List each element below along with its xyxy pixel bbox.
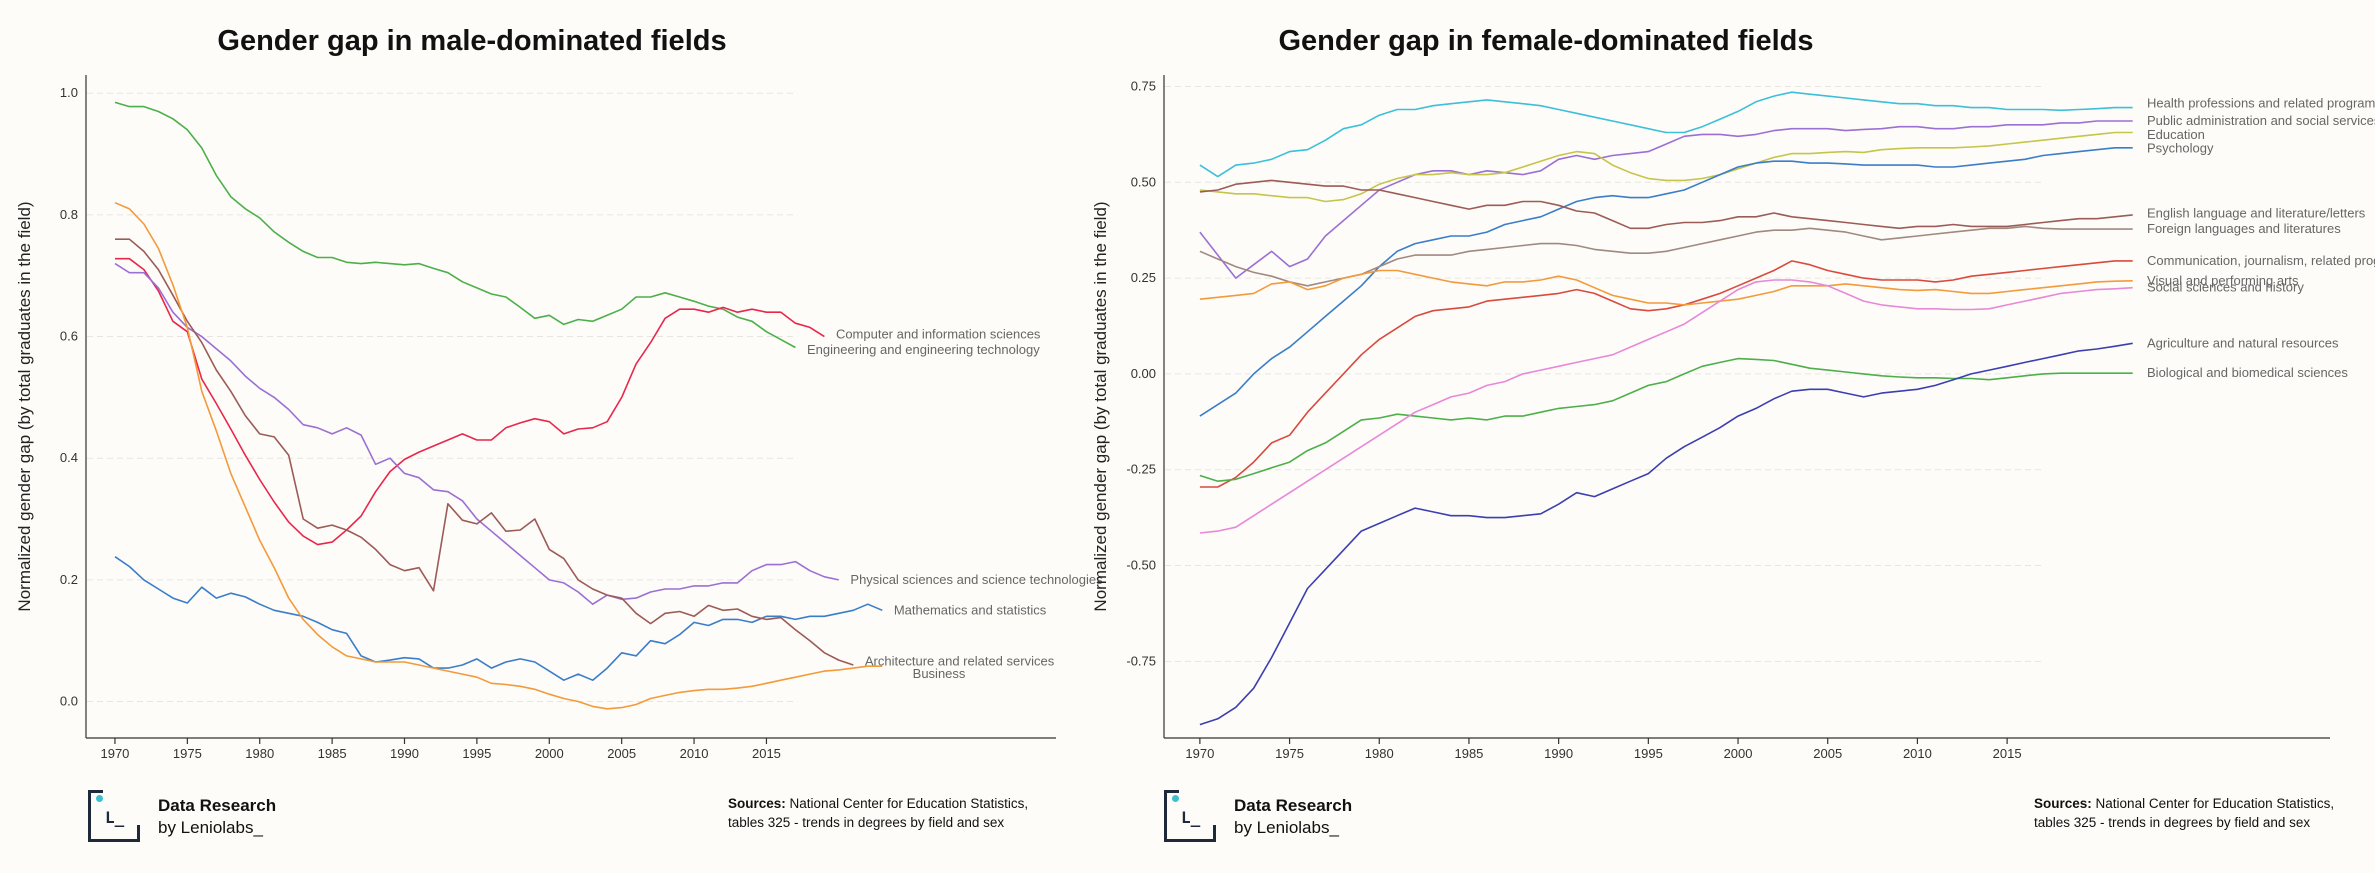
y-axis-label: Normalized gender gap (by total graduate… [1091, 201, 1110, 611]
y-axis-label: Normalized gender gap (by total graduate… [15, 201, 34, 611]
series-line-social-sciences-and-history [1199, 279, 2133, 534]
series-line-biological-and-biomedical-sciences [1199, 357, 2133, 483]
x-tick-label: 2005 [1813, 746, 1842, 761]
series-line-health-professions-and-related-programs [1199, 91, 2133, 178]
series-label-english-language-and-literature-letters: English language and literature/letters [2147, 206, 2366, 221]
series-line-education [1199, 131, 2133, 203]
x-tick-label: 1970 [1185, 746, 1214, 761]
x-tick-label: 2010 [1903, 746, 1932, 761]
footer-right: L_ Data Research by Leniolabs_ Sources: … [1164, 790, 2334, 850]
sources-line-2: tables 325 - trends in degrees by field … [2034, 815, 2311, 830]
series-line-engineering-and-engineering-technology [114, 101, 796, 349]
logo-dot-icon [96, 795, 103, 802]
series-line-english-language-and-literature-letters [1199, 179, 2133, 230]
x-tick-label: 2015 [752, 746, 781, 761]
series-line-communication-journalism-related-programs-and-communications-technologies [1199, 260, 2133, 488]
x-tick-label: 2000 [535, 746, 564, 761]
y-tick-label: 0.4 [60, 450, 78, 465]
y-tick-label: 0.6 [60, 329, 78, 344]
series-line-agriculture-and-natural-resources [1199, 342, 2133, 726]
series-line-psychology [1199, 147, 2133, 417]
x-tick-label: 1975 [1275, 746, 1304, 761]
x-tick-label: 2015 [1993, 746, 2022, 761]
series-line-physical-sciences-and-science-technologies [114, 262, 839, 606]
y-tick-label: 0.8 [60, 207, 78, 222]
series-label-visual-and-performing-arts: Visual and performing arts [2147, 273, 2299, 288]
y-tick-label: 1.0 [60, 85, 78, 100]
x-tick-label: 1990 [390, 746, 419, 761]
logo-text: L_ [1181, 808, 1201, 827]
chart-title: Gender gap in female-dominated fields [1279, 25, 1814, 57]
series-label-public-administration-and-social-services: Public administration and social service… [2147, 113, 2375, 128]
leniolabs-logo: L_ [88, 790, 140, 842]
series-label-physical-sciences-and-science-technologies: Physical sciences and science technologi… [850, 572, 1103, 587]
series-line-architecture-and-related-services [115, 238, 854, 666]
series-line-foreign-languages-and-literatures [1199, 225, 2133, 287]
x-tick-label: 1995 [1634, 746, 1663, 761]
x-tick-label: 1990 [1544, 746, 1573, 761]
brand-line-1: Data Research [158, 796, 277, 815]
x-tick-label: 1975 [173, 746, 202, 761]
series-label-psychology: Psychology [2147, 141, 2214, 156]
y-tick-label: 0.00 [1131, 366, 1156, 381]
x-tick-label: 2000 [1724, 746, 1753, 761]
series-label-education: Education [2147, 127, 2205, 142]
y-tick-label: 0.0 [60, 694, 78, 709]
footer-left: L_ Data Research by Leniolabs_ Sources: … [88, 790, 1048, 850]
sources-note: Sources: National Center for Education S… [728, 794, 1028, 832]
chart-title: Gender gap in male-dominated fields [217, 25, 726, 57]
y-tick-label: 0.25 [1131, 270, 1156, 285]
series-label-agriculture-and-natural-resources: Agriculture and natural resources [2147, 335, 2339, 350]
sources-line-1: National Center for Education Statistics… [789, 796, 1029, 811]
leniolabs-logo: L_ [1164, 790, 1216, 842]
y-tick-label: 0.75 [1131, 78, 1156, 93]
sources-label: Sources: [728, 796, 786, 811]
sources-line-1: National Center for Education Statistics… [2095, 796, 2335, 811]
series-label-health-professions-and-related-programs: Health professions and related programs [2147, 96, 2375, 111]
series-label-social-sciences-and-history: Social sciences and history [2147, 280, 2304, 295]
x-tick-label: 1980 [1365, 746, 1394, 761]
y-tick-label: -0.50 [1126, 558, 1156, 573]
brand-line-2: by Leniolabs_ [1234, 818, 1339, 837]
series-label-computer-and-information-sciences: Computer and information sciences [836, 327, 1041, 342]
y-tick-label: 0.2 [60, 572, 78, 587]
x-tick-label: 1995 [462, 746, 491, 761]
x-tick-label: 1985 [1454, 746, 1483, 761]
chart-female-dominated: Gender gap in female-dominated fields Nor… [1091, 25, 2375, 761]
x-tick-label: 1970 [100, 746, 129, 761]
series-label-biological-and-biomedical-sciences: Biological and biomedical sciences [2147, 365, 2348, 380]
series-line-mathematics-and-statistics [114, 556, 883, 682]
series-label-communication-journalism-related-programs-and-communications-technologies: Communication, journalism, related progr… [2147, 253, 2375, 268]
x-tick-label: 2010 [680, 746, 709, 761]
y-tick-label: -0.75 [1126, 653, 1156, 668]
series-line-business [114, 201, 883, 710]
sources-note: Sources: National Center for Education S… [2034, 794, 2334, 832]
logo-dot-icon [1172, 795, 1179, 802]
series-label-mathematics-and-statistics: Mathematics and statistics [894, 602, 1047, 617]
series-label-engineering-and-engineering-technology: Engineering and engineering technology [807, 342, 1040, 357]
series-label-foreign-languages-and-literatures: Foreign languages and literatures [2147, 221, 2341, 236]
series-line-computer-and-information-sciences [115, 257, 825, 546]
series-label-business: Business [913, 666, 966, 681]
x-tick-label: 2005 [607, 746, 636, 761]
series-label-architecture-and-related-services: Architecture and related services [865, 653, 1055, 668]
logo-text: L_ [105, 808, 125, 827]
series-line-visual-and-performing-arts [1199, 269, 2133, 306]
brand-line-1: Data Research [1234, 796, 1353, 815]
chart-male-dominated: Gender gap in male-dominated fields Norma… [15, 25, 1103, 761]
sources-label: Sources: [2034, 796, 2092, 811]
brand-line-2: by Leniolabs_ [158, 818, 263, 837]
y-tick-label: 0.50 [1131, 174, 1156, 189]
x-tick-label: 1985 [318, 746, 347, 761]
y-tick-label: -0.25 [1126, 462, 1156, 477]
series-line-public-administration-and-social-services [1199, 120, 2133, 279]
sources-line-2: tables 325 - trends in degrees by field … [728, 815, 1005, 830]
x-tick-label: 1980 [245, 746, 274, 761]
